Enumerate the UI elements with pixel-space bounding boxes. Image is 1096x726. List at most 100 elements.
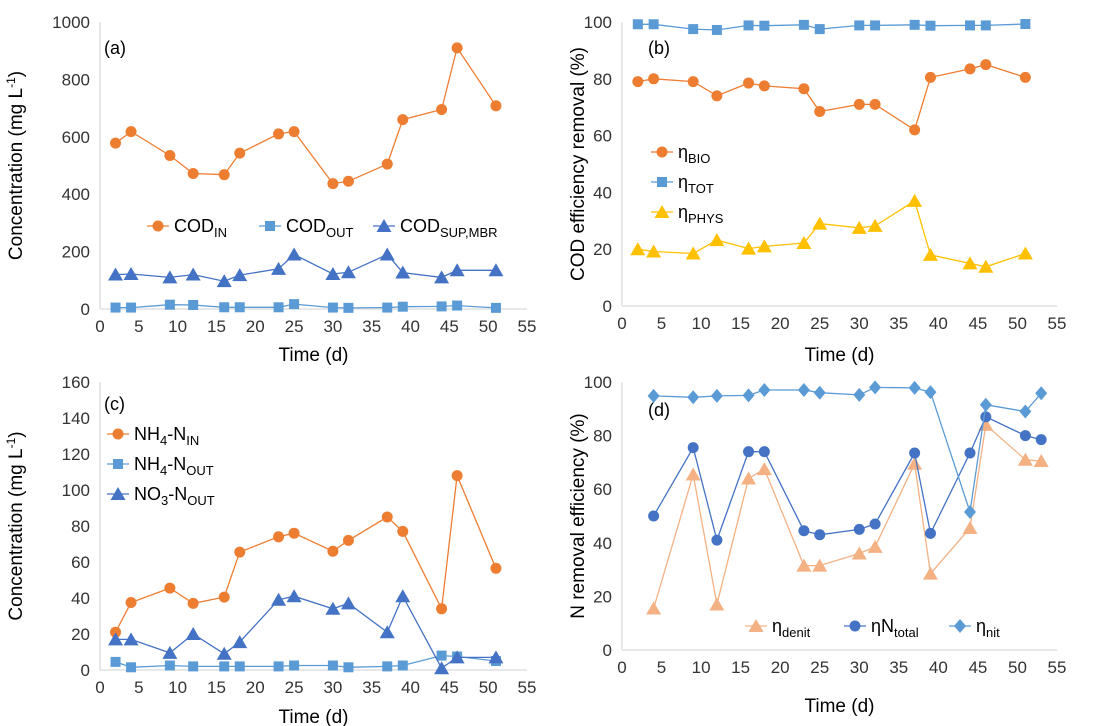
data-point	[796, 558, 812, 572]
x-tick-label: 45	[968, 658, 987, 677]
y-tick-label: 60	[71, 553, 90, 572]
data-point	[381, 158, 393, 170]
data-point	[922, 247, 938, 261]
y-tick-label: 60	[593, 127, 612, 146]
panel-label: (c)	[104, 394, 125, 414]
data-point	[853, 523, 865, 535]
x-tick-label: 20	[246, 317, 265, 336]
y-tick-label: 40	[71, 589, 90, 608]
y-tick-label: 20	[71, 625, 90, 644]
data-point	[870, 20, 881, 31]
x-tick-label: 30	[850, 314, 869, 333]
y-axis-label-base: Concentration (mg L	[6, 448, 27, 620]
data-point	[188, 299, 199, 310]
data-point	[1035, 434, 1047, 446]
data-point	[449, 650, 465, 664]
x-tick-label: 20	[771, 658, 790, 677]
data-point	[687, 76, 699, 88]
data-point	[397, 525, 409, 537]
data-point	[187, 168, 199, 180]
data-point	[1035, 386, 1048, 401]
series-line	[652, 423, 1042, 609]
data-point	[743, 20, 754, 31]
series-1	[110, 470, 502, 638]
data-point	[218, 591, 230, 603]
data-point	[164, 660, 175, 671]
data-point	[909, 447, 921, 459]
legend-label-sub: total	[894, 625, 919, 640]
legend-label: CODIN	[174, 216, 227, 240]
data-point	[648, 510, 660, 522]
data-point	[273, 661, 284, 672]
data-point	[710, 388, 723, 403]
data-point	[814, 24, 825, 35]
legend-entry: CODOUT	[259, 216, 354, 240]
data-point	[216, 646, 232, 660]
x-tick-label: 10	[692, 314, 711, 333]
data-point	[273, 302, 284, 313]
legend-label-sub: 4	[160, 433, 167, 448]
data-point	[758, 383, 771, 398]
data-point	[343, 662, 354, 673]
legend-label-base: η	[678, 202, 688, 222]
data-point	[110, 302, 121, 313]
chart-panel-1: 0 200 400 600 800 1000 0 5 10 15 20 25 30 35 40 45 50 55 T…	[4, 13, 536, 366]
data-point	[286, 589, 302, 603]
data-point	[123, 632, 139, 646]
y-tick-label: 0	[81, 661, 90, 680]
y-axis-label-sup: -1	[4, 77, 18, 88]
data-point	[185, 267, 201, 281]
data-point	[381, 511, 393, 523]
x-tick-label: 0	[95, 317, 104, 336]
legend-label-mid: -N	[168, 484, 187, 504]
data-point	[108, 632, 124, 646]
y-tick-label: 40	[593, 534, 612, 553]
legend-entry: ηNtotal	[844, 616, 919, 640]
data-point	[289, 660, 300, 671]
data-point	[218, 169, 230, 181]
data-point	[980, 59, 992, 71]
data-point	[814, 105, 826, 117]
data-point	[327, 302, 338, 313]
data-point	[743, 77, 755, 89]
data-point	[273, 531, 285, 543]
data-point	[965, 20, 975, 31]
x-tick-label: 40	[929, 658, 948, 677]
legend-entry: ηdenit	[745, 616, 811, 640]
legend-entry: ηBIO	[651, 142, 710, 166]
x-tick-label: 15	[731, 658, 750, 677]
data-point	[188, 661, 199, 672]
data-point	[434, 270, 450, 284]
data-point	[452, 300, 463, 311]
data-point	[758, 80, 770, 92]
legend-label: ηTOT	[678, 172, 714, 196]
y-axis-label: Concentration (mg L-1)	[4, 71, 27, 260]
data-point	[908, 380, 921, 395]
data-point	[436, 104, 448, 116]
x-tick-label: 30	[323, 317, 342, 336]
x-tick-label: 55	[1048, 658, 1067, 677]
data-point	[164, 582, 176, 594]
panel-label: (d)	[648, 400, 670, 420]
legend-label-sub2: OUT	[187, 493, 215, 508]
data-point	[488, 263, 504, 277]
legend-label-sub: denit	[782, 625, 811, 640]
legend-label-base: η	[976, 616, 986, 636]
y-axis-label: COD efficiency removal (%)	[568, 47, 589, 281]
data-point	[924, 527, 936, 539]
data-point	[451, 470, 463, 482]
data-point	[234, 147, 246, 159]
data-point	[219, 302, 230, 313]
data-point	[756, 462, 772, 476]
data-point	[382, 661, 393, 672]
x-tick-label: 25	[285, 317, 304, 336]
x-tick-label: 35	[362, 317, 381, 336]
data-point	[123, 266, 139, 280]
x-tick-label: 5	[134, 678, 143, 697]
y-axis-label: N removal efficiency (%)	[568, 413, 589, 619]
data-point	[1017, 452, 1033, 466]
legend-label-base: COD	[286, 216, 326, 236]
data-point	[851, 546, 867, 560]
panel-label: (b)	[648, 38, 670, 58]
x-tick-label: 50	[1008, 658, 1027, 677]
